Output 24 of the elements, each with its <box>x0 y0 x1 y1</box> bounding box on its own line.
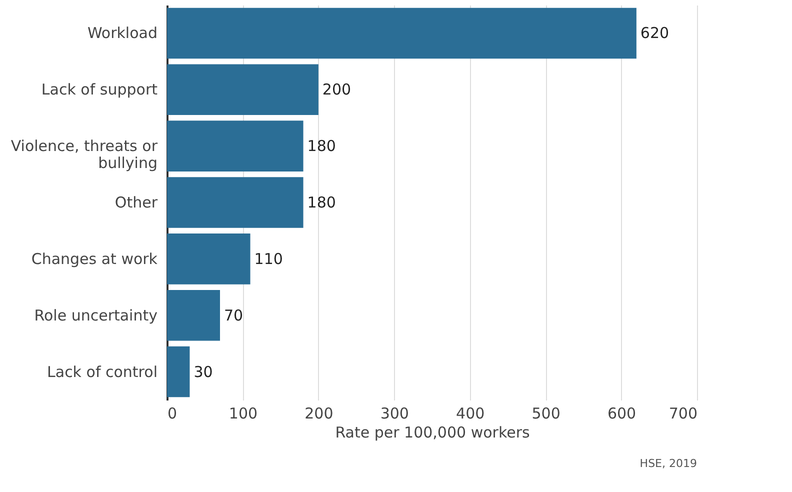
x-tick-label: 0 <box>168 404 178 422</box>
x-tick-label: 200 <box>304 404 334 422</box>
data-label: 30 <box>194 362 213 381</box>
x-tick-label: 700 <box>668 404 698 422</box>
data-label: 620 <box>640 24 670 42</box>
y-tick-label: Lack of control <box>47 362 158 381</box>
y-tick-label: Role uncertainty <box>34 306 158 324</box>
data-label: 70 <box>224 306 244 324</box>
x-tick-label: 600 <box>607 404 636 422</box>
y-tick-label: Violence, threats or bullying <box>10 137 158 172</box>
x-tick-label: 500 <box>532 404 560 422</box>
data-label: 180 <box>307 137 336 156</box>
x-tick-label: 300 <box>380 404 409 422</box>
y-tick-label: Changes at work <box>31 250 158 268</box>
text: HSE, 2019 <box>640 457 697 470</box>
data-label: 200 <box>322 80 352 99</box>
y-tick-label: Workload <box>87 24 158 42</box>
data-label: 110 <box>254 250 283 268</box>
x-tick-label: 400 <box>456 404 485 422</box>
y-tick-label: Lack of support <box>41 80 158 99</box>
data-label: 180 <box>307 194 336 212</box>
x-axis-title: Rate per 100,000 workers <box>335 424 530 442</box>
y-tick-label: Other <box>114 194 158 212</box>
x-tick-label: 100 <box>228 404 258 422</box>
